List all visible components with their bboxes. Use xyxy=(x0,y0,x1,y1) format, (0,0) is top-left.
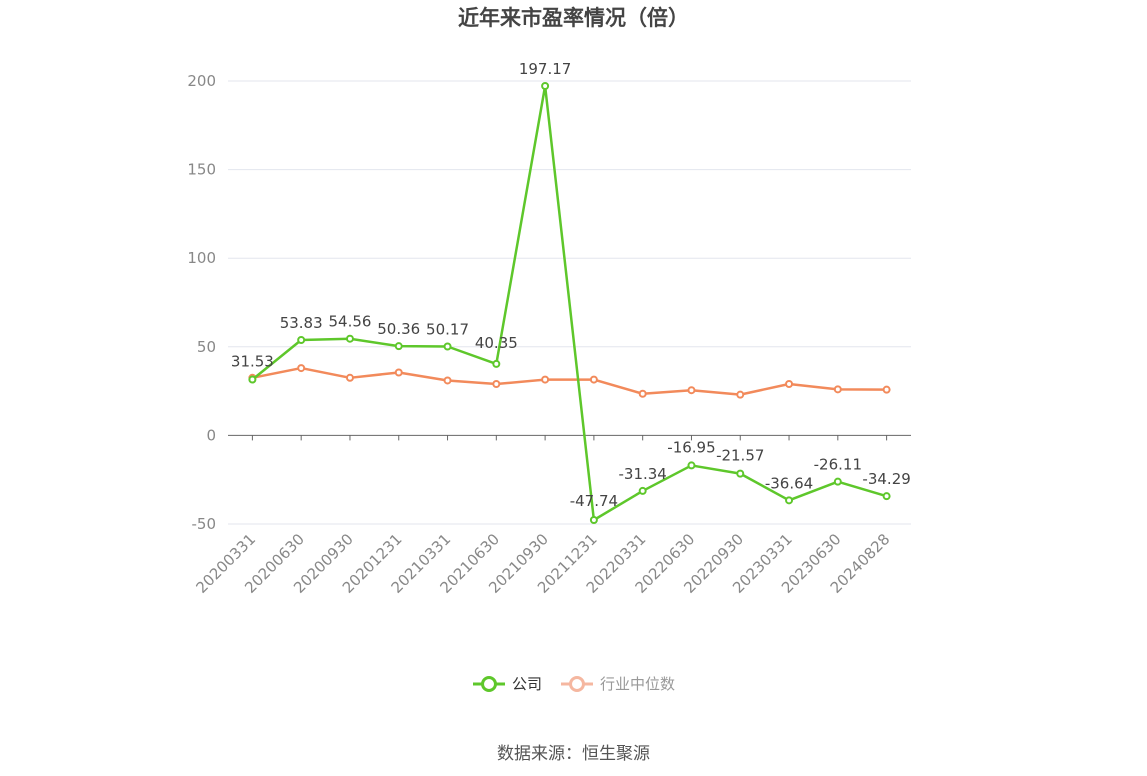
industry-point xyxy=(492,380,501,389)
company-point xyxy=(492,359,501,368)
y-tick-label: 0 xyxy=(206,426,216,444)
data-labels: 31.53 53.83 54.56 50.36 50.17 40.35 197.17 -47.… xyxy=(231,60,911,510)
legend-item-company[interactable]: 公司 xyxy=(472,673,542,694)
industry-point xyxy=(345,373,354,382)
series-lines xyxy=(248,82,891,524)
company-data-label: -47.74 xyxy=(570,492,618,510)
industry-point xyxy=(443,376,452,385)
company-data-label: 50.17 xyxy=(426,320,469,338)
y-tick-label: 200 xyxy=(187,72,216,90)
company-data-label: -36.64 xyxy=(765,474,813,492)
company-point xyxy=(248,375,257,384)
y-tick-label: -50 xyxy=(192,515,217,533)
industry-point xyxy=(541,375,550,384)
company-point xyxy=(736,469,745,478)
y-tick-label: 150 xyxy=(187,161,216,179)
legend-item-industry[interactable]: 行业中位数 xyxy=(560,673,675,694)
company-data-label: -31.34 xyxy=(618,465,666,483)
company-data-label: -34.29 xyxy=(862,470,910,488)
company-data-label: -16.95 xyxy=(667,438,715,456)
company-point xyxy=(882,492,891,501)
industry-point xyxy=(297,364,306,373)
legend-industry-marker-icon xyxy=(561,675,593,692)
industry-point xyxy=(833,385,842,394)
company-data-label: -21.57 xyxy=(716,447,764,465)
industry-point xyxy=(589,375,598,384)
industry-point xyxy=(882,385,891,394)
legend: 公司 行业中位数 xyxy=(0,673,1147,694)
y-tick-label: 100 xyxy=(187,249,216,267)
company-point xyxy=(443,342,452,351)
legend-company-marker-icon xyxy=(472,675,505,692)
x-axis-ticks: 2020033120200630202009302020123120210331… xyxy=(192,435,893,597)
company-point xyxy=(394,342,403,351)
chart-title: 近年来市盈率情况（倍） xyxy=(458,6,689,30)
company-data-label: 197.17 xyxy=(519,60,572,78)
company-data-label: 31.53 xyxy=(231,353,274,371)
company-data-label: -26.11 xyxy=(814,456,862,474)
company-point xyxy=(297,336,306,345)
industry-point xyxy=(394,368,403,377)
company-line xyxy=(251,84,887,522)
company-point xyxy=(833,477,842,486)
company-data-label: 50.36 xyxy=(377,320,420,338)
company-point xyxy=(345,334,354,343)
company-point xyxy=(687,461,696,470)
company-point xyxy=(589,515,598,524)
company-point xyxy=(638,486,647,495)
company-data-label: 40.35 xyxy=(475,334,518,352)
industry-line xyxy=(252,366,887,396)
company-data-label: 53.83 xyxy=(280,314,323,332)
line-chart: 200 150 100 50 0 -50 202003312020063020200930… xyxy=(187,60,911,597)
industry-point xyxy=(785,380,794,389)
y-tick-label: 50 xyxy=(197,338,216,356)
y-axis-ticks: 200 150 100 50 0 -50 xyxy=(187,72,216,533)
grid-lines xyxy=(228,80,911,525)
legend-label-industry: 行业中位数 xyxy=(600,675,676,693)
company-data-label: 54.56 xyxy=(328,313,371,331)
industry-point xyxy=(687,386,696,395)
legend-label-company: 公司 xyxy=(511,675,542,693)
company-point xyxy=(785,496,794,505)
data-source: 数据来源：恒生聚源 xyxy=(497,744,650,764)
company-point xyxy=(541,82,550,91)
industry-point xyxy=(736,390,745,399)
industry-point xyxy=(638,389,647,398)
